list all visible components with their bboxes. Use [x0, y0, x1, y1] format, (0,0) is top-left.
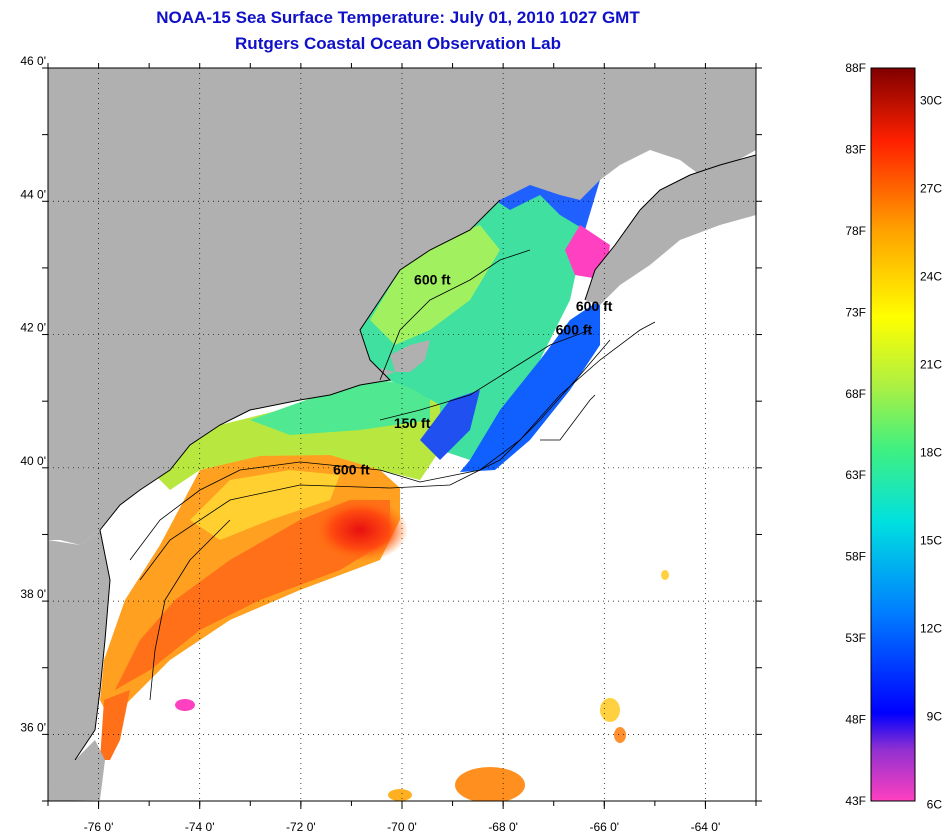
- tick-label-lon: -64 0': [691, 820, 721, 834]
- bathymetry-contours: [129, 249, 656, 701]
- land: [48, 68, 756, 801]
- tick-label-lon: -74 0': [185, 820, 215, 834]
- colorbar-label-c: 21C: [920, 357, 942, 371]
- colorbar-label-f: 53F: [845, 631, 866, 645]
- colorbar-label-c: 18C: [920, 445, 942, 459]
- colorbar-gradient: [870, 67, 916, 802]
- colorbar-label-f: 78F: [845, 224, 866, 238]
- map-subtitle: Rutgers Coastal Ocean Observation Lab: [235, 34, 561, 53]
- colorbar-label-f: 73F: [845, 305, 866, 319]
- colorbar-label-f: 63F: [845, 468, 866, 482]
- colorbar-label-f: 58F: [845, 550, 866, 564]
- colorbar-label-c: 6C: [927, 797, 943, 811]
- tick-label-lat: 44 0': [20, 187, 46, 201]
- tick-label-lat: 46 0': [20, 54, 46, 68]
- contour-label: 600 ft: [576, 298, 613, 314]
- contour-label: 600 ft: [556, 322, 593, 338]
- tick-label-lon: -68 0': [488, 820, 518, 834]
- colorbar: 88F 83F 78F 73F 68F 63F 58F 53F 48F 43F 30C 27C 24C 2…: [845, 61, 942, 811]
- map-title: NOAA-15 Sea Surface Temperature: July 01…: [156, 8, 640, 27]
- coastline: [74, 154, 756, 761]
- contour-label: 150 ft: [394, 415, 431, 431]
- colorbar-label-f: 83F: [845, 142, 866, 156]
- colorbar-label-c: 30C: [920, 94, 942, 108]
- contour-labels: 600 ft 600 ft 600 ft 150 ft 600 ft: [333, 272, 613, 478]
- colorbar-label-c: 9C: [927, 709, 943, 723]
- contour-label: 600 ft: [414, 272, 451, 288]
- tick-label-lat: 36 0': [20, 720, 46, 734]
- colorbar-label-c: 12C: [920, 621, 942, 635]
- tick-label-lon: -70 0': [387, 820, 417, 834]
- contour-label: 600 ft: [333, 461, 370, 477]
- axis-ticks: -76 0' -74 0' -72 0' -70 0' -68 0' -66 0' -64 …: [20, 54, 762, 834]
- tick-label-lat: 40 0': [20, 454, 46, 468]
- colorbar-label-f: 88F: [845, 61, 866, 75]
- colorbar-label-c: 27C: [920, 182, 942, 196]
- tick-label-lon: -72 0': [286, 820, 316, 834]
- tick-label-lat: 38 0': [20, 587, 46, 601]
- colorbar-label-f: 68F: [845, 387, 866, 401]
- colorbar-label-c: 24C: [920, 269, 942, 283]
- tick-label-lon: -76 0': [84, 820, 114, 834]
- colorbar-label-f: 48F: [845, 713, 866, 727]
- colorbar-label-f: 43F: [845, 794, 866, 808]
- colorbar-label-c: 15C: [920, 533, 942, 547]
- graticule: [48, 68, 756, 801]
- tick-label-lon: -66 0': [589, 820, 619, 834]
- tick-label-lat: 42 0': [20, 321, 46, 335]
